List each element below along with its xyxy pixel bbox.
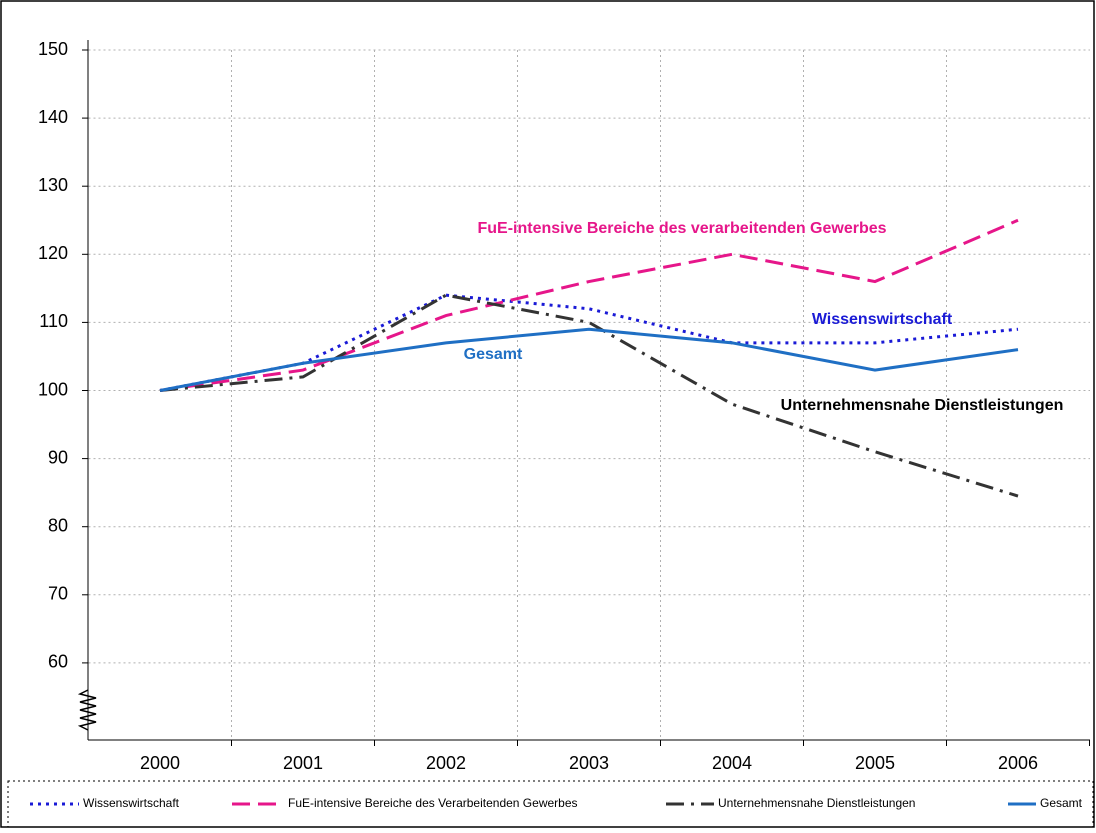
y-tick-label: 80 bbox=[48, 515, 68, 535]
series-line bbox=[159, 327, 1019, 392]
y-tick-label: 140 bbox=[38, 107, 68, 127]
legend-label: Unternehmensnahe Dienstleistungen bbox=[718, 796, 915, 810]
y-tick-label: 100 bbox=[38, 379, 68, 399]
y-tick-label: 150 bbox=[38, 39, 68, 59]
legend-label: FuE-intensive Bereiche des Verarbeitende… bbox=[288, 796, 578, 810]
annotation: Wissenswirtschaft bbox=[812, 311, 953, 328]
x-tick-label: 2001 bbox=[283, 753, 323, 773]
x-tick-label: 2003 bbox=[569, 753, 609, 773]
legend-label: Gesamt bbox=[1040, 796, 1083, 810]
y-tick-label: 60 bbox=[48, 652, 68, 672]
x-tick-label: 2002 bbox=[426, 753, 466, 773]
x-tick-label: 2004 bbox=[712, 753, 752, 773]
legend-label: Wissenswirtschaft bbox=[83, 796, 180, 810]
y-tick-label: 130 bbox=[38, 175, 68, 195]
series-line bbox=[159, 218, 1019, 392]
x-tick-label: 2000 bbox=[140, 753, 180, 773]
series-line bbox=[159, 293, 1019, 498]
y-tick-label: 90 bbox=[48, 447, 68, 467]
y-tick-label: 70 bbox=[48, 584, 68, 604]
annotation: FuE-intensive Bereiche des verarbeitende… bbox=[477, 220, 886, 237]
series-line bbox=[159, 293, 1019, 392]
annotation: Unternehmensnahe Dienstleistungen bbox=[781, 397, 1064, 414]
y-tick-label: 110 bbox=[39, 311, 68, 331]
annotation: Gesamt bbox=[464, 346, 523, 363]
axis-break bbox=[77, 689, 97, 731]
x-tick-label: 2005 bbox=[855, 753, 895, 773]
y-tick-label: 120 bbox=[38, 243, 68, 263]
x-tick-label: 2006 bbox=[998, 753, 1038, 773]
